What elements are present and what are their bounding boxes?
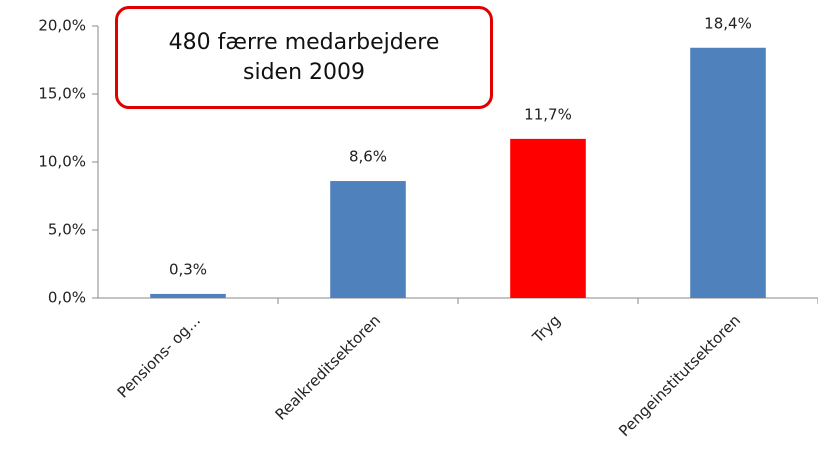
bar [690, 47, 766, 299]
y-tick-label: 10,0% [38, 153, 86, 171]
value-label: 18,4% [704, 14, 752, 32]
value-label: 11,7% [524, 105, 572, 123]
y-tick-label: 5,0% [48, 221, 86, 239]
y-tick-label: 20,0% [38, 17, 86, 35]
x-tick-label: Tryg [528, 311, 564, 347]
y-tick-label: 15,0% [38, 85, 86, 103]
x-tick-label: Pensions- og… [114, 311, 204, 401]
y-tick-label: 0,0% [48, 289, 86, 307]
bar [150, 293, 226, 298]
x-tick-label: Realkreditsektoren [272, 311, 384, 423]
annotation: 480 færre medarbejdere siden 2009 [115, 6, 493, 109]
x-tick-label: Pengeinstitutsektoren [615, 311, 744, 440]
bar [330, 181, 406, 298]
bar [510, 138, 586, 298]
value-label: 0,3% [169, 260, 207, 278]
value-label: 8,6% [349, 148, 387, 166]
